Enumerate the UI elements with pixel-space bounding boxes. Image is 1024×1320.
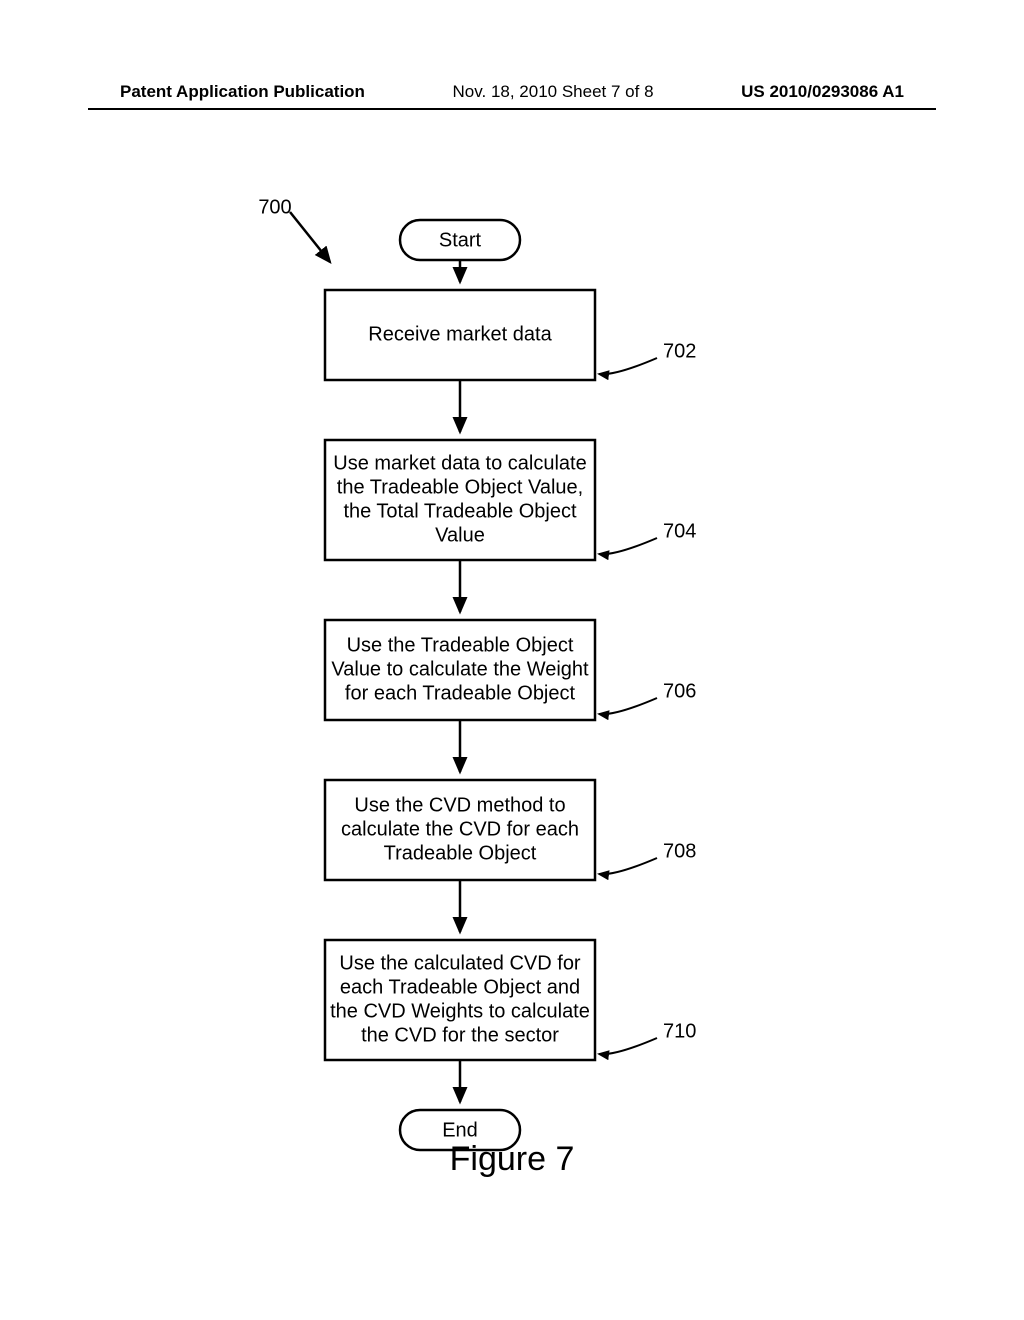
svg-text:the Total Tradeable Object: the Total Tradeable Object bbox=[343, 500, 577, 522]
svg-text:702: 702 bbox=[663, 340, 696, 362]
svg-text:Use market data to calculate: Use market data to calculate bbox=[333, 452, 586, 474]
svg-text:the CVD Weights to calculate: the CVD Weights to calculate bbox=[330, 1000, 590, 1022]
header-center: Nov. 18, 2010 Sheet 7 of 8 bbox=[453, 82, 654, 102]
svg-text:Value to calculate the Weight: Value to calculate the Weight bbox=[331, 658, 589, 680]
svg-text:the Tradeable Object Value,: the Tradeable Object Value, bbox=[337, 476, 583, 498]
n706-label-leader bbox=[599, 698, 657, 714]
n708-label-leader bbox=[599, 858, 657, 874]
svg-text:Receive market data: Receive market data bbox=[368, 323, 552, 345]
page-header: Patent Application Publication Nov. 18, … bbox=[0, 82, 1024, 102]
n704-label-leader bbox=[599, 538, 657, 554]
flowchart: 700 Start Receive market data 702 Use market… bbox=[0, 130, 1024, 1230]
page: Patent Application Publication Nov. 18, … bbox=[0, 0, 1024, 1320]
svg-text:for each Tradeable Object: for each Tradeable Object bbox=[345, 682, 576, 704]
svg-text:Tradeable Object: Tradeable Object bbox=[384, 842, 537, 864]
svg-text:Start: Start bbox=[439, 229, 482, 251]
svg-text:End: End bbox=[442, 1119, 478, 1141]
svg-text:the CVD for the sector: the CVD for the sector bbox=[361, 1024, 559, 1046]
svg-text:each Tradeable Object and: each Tradeable Object and bbox=[340, 976, 580, 998]
figure-caption: Figure 7 bbox=[0, 1140, 1024, 1179]
n702-label-leader bbox=[599, 358, 657, 374]
svg-text:700: 700 bbox=[258, 196, 291, 218]
svg-text:Use the Tradeable Object: Use the Tradeable Object bbox=[347, 634, 574, 656]
svg-text:710: 710 bbox=[663, 1020, 696, 1042]
svg-text:706: 706 bbox=[663, 680, 696, 702]
n710-label-leader bbox=[599, 1038, 657, 1054]
header-left: Patent Application Publication bbox=[120, 82, 365, 102]
svg-text:calculate the CVD for each: calculate the CVD for each bbox=[341, 818, 579, 840]
svg-text:704: 704 bbox=[663, 520, 696, 542]
header-right: US 2010/0293086 A1 bbox=[741, 82, 904, 102]
svg-text:Use the CVD method to: Use the CVD method to bbox=[354, 794, 565, 816]
header-rule bbox=[88, 108, 936, 110]
svg-text:708: 708 bbox=[663, 840, 696, 862]
svg-text:Value: Value bbox=[435, 524, 485, 546]
svg-text:Use the calculated CVD for: Use the calculated CVD for bbox=[339, 952, 581, 974]
